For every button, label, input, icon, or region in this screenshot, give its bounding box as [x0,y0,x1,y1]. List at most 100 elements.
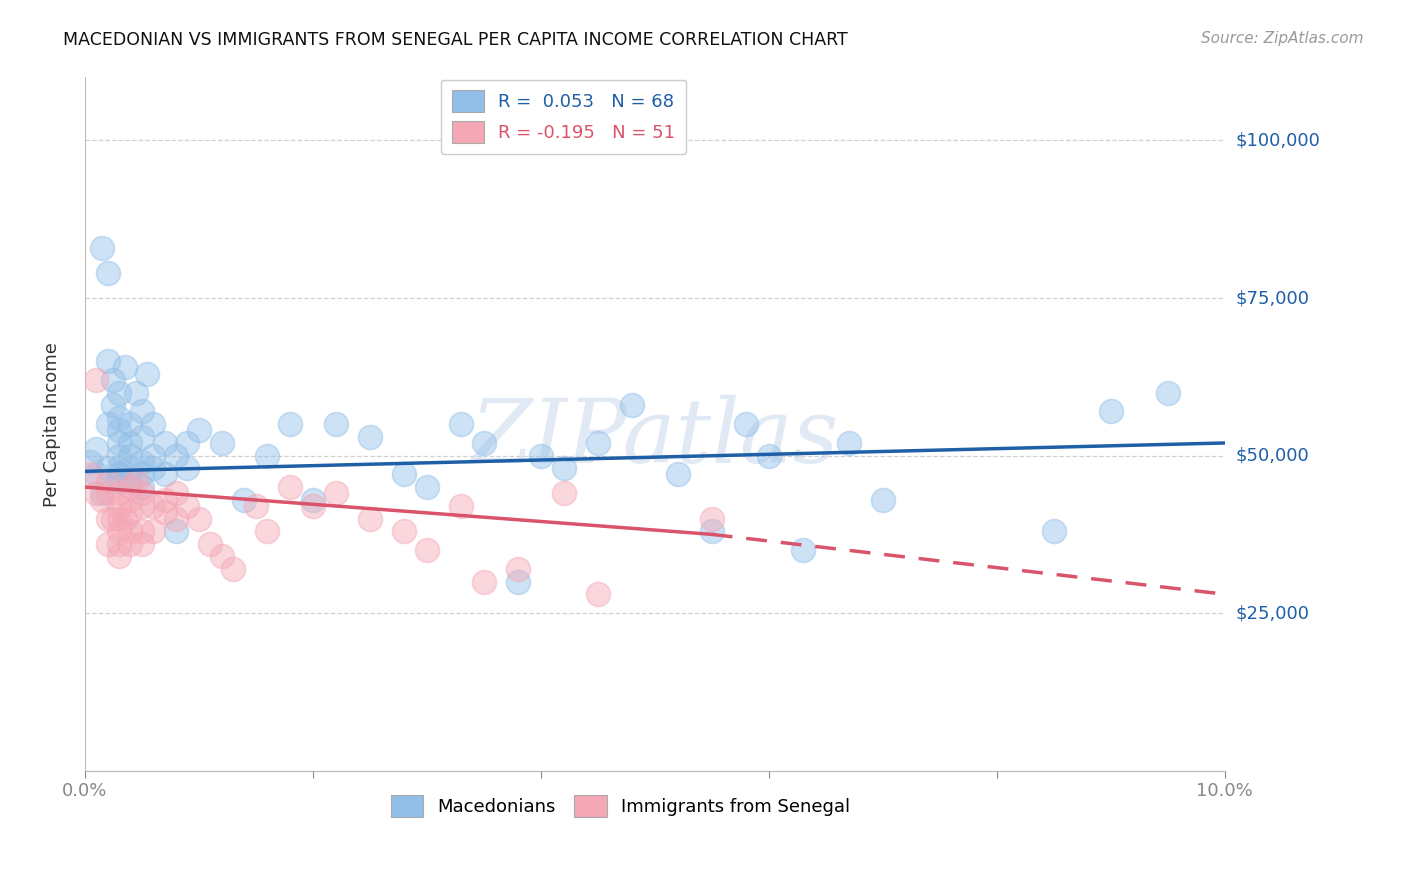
Point [120,417,142,431]
Text: $75,000: $75,000 [1236,289,1310,307]
Point [256,449,278,463]
Point [96,486,118,500]
Point [256,524,278,539]
Point [103,373,125,387]
Point [301,499,323,513]
Point [108,410,131,425]
Point [416,480,439,494]
Point [837,436,859,450]
Point [108,385,131,400]
Point [392,467,415,482]
Point [187,423,209,437]
Point [450,417,472,431]
Point [120,524,142,539]
Point [84,373,107,387]
Point [131,430,153,444]
Point [301,492,323,507]
Point [700,524,723,539]
Point [108,449,131,463]
Point [114,360,136,375]
Point [153,492,176,507]
Point [120,436,142,450]
Point [103,398,125,412]
Point [103,511,125,525]
Point [125,385,148,400]
Point [176,499,198,513]
Point [792,543,814,558]
Point [84,442,107,457]
Point [620,398,643,412]
Point [108,467,131,482]
Point [142,499,165,513]
Point [131,499,153,513]
Point [142,461,165,475]
Point [131,480,153,494]
Point [165,511,187,525]
Point [872,492,894,507]
Point [735,417,758,431]
Point [153,436,176,450]
Point [114,511,136,525]
Point [450,499,472,513]
Point [84,467,107,482]
Point [142,449,165,463]
Point [1099,404,1122,418]
Point [120,505,142,519]
Point [131,524,153,539]
Point [131,467,153,482]
Point [165,486,187,500]
Point [79,467,101,482]
Point [120,461,142,475]
Point [120,492,142,507]
Point [586,587,609,601]
Point [96,461,118,475]
Point [142,524,165,539]
Point [96,417,118,431]
Point [108,423,131,437]
Point [233,492,256,507]
Point [90,241,112,255]
Point [278,480,301,494]
Point [96,266,118,280]
Point [96,354,118,368]
Text: $50,000: $50,000 [1236,447,1309,465]
Point [108,474,131,488]
Point [96,537,118,551]
Point [120,449,142,463]
Point [700,511,723,525]
Point [153,505,176,519]
Point [120,474,142,488]
Point [325,486,347,500]
Point [153,467,176,482]
Point [278,417,301,431]
Point [108,499,131,513]
Point [530,449,553,463]
Point [392,524,415,539]
Text: Source: ZipAtlas.com: Source: ZipAtlas.com [1201,31,1364,46]
Y-axis label: Per Capita Income: Per Capita Income [44,342,60,507]
Point [131,537,153,551]
Point [176,461,198,475]
Point [325,417,347,431]
Point [125,474,148,488]
Point [79,455,101,469]
Point [416,543,439,558]
Point [586,436,609,450]
Point [758,449,780,463]
Point [666,467,689,482]
Point [108,524,131,539]
Point [96,474,118,488]
Point [120,537,142,551]
Point [506,574,529,589]
Text: $100,000: $100,000 [1236,131,1320,150]
Point [131,404,153,418]
Point [1157,385,1180,400]
Point [108,537,131,551]
Point [472,436,495,450]
Point [136,367,159,381]
Point [108,549,131,564]
Point [108,511,131,525]
Text: $25,000: $25,000 [1236,604,1310,622]
Point [1042,524,1064,539]
Point [108,436,131,450]
